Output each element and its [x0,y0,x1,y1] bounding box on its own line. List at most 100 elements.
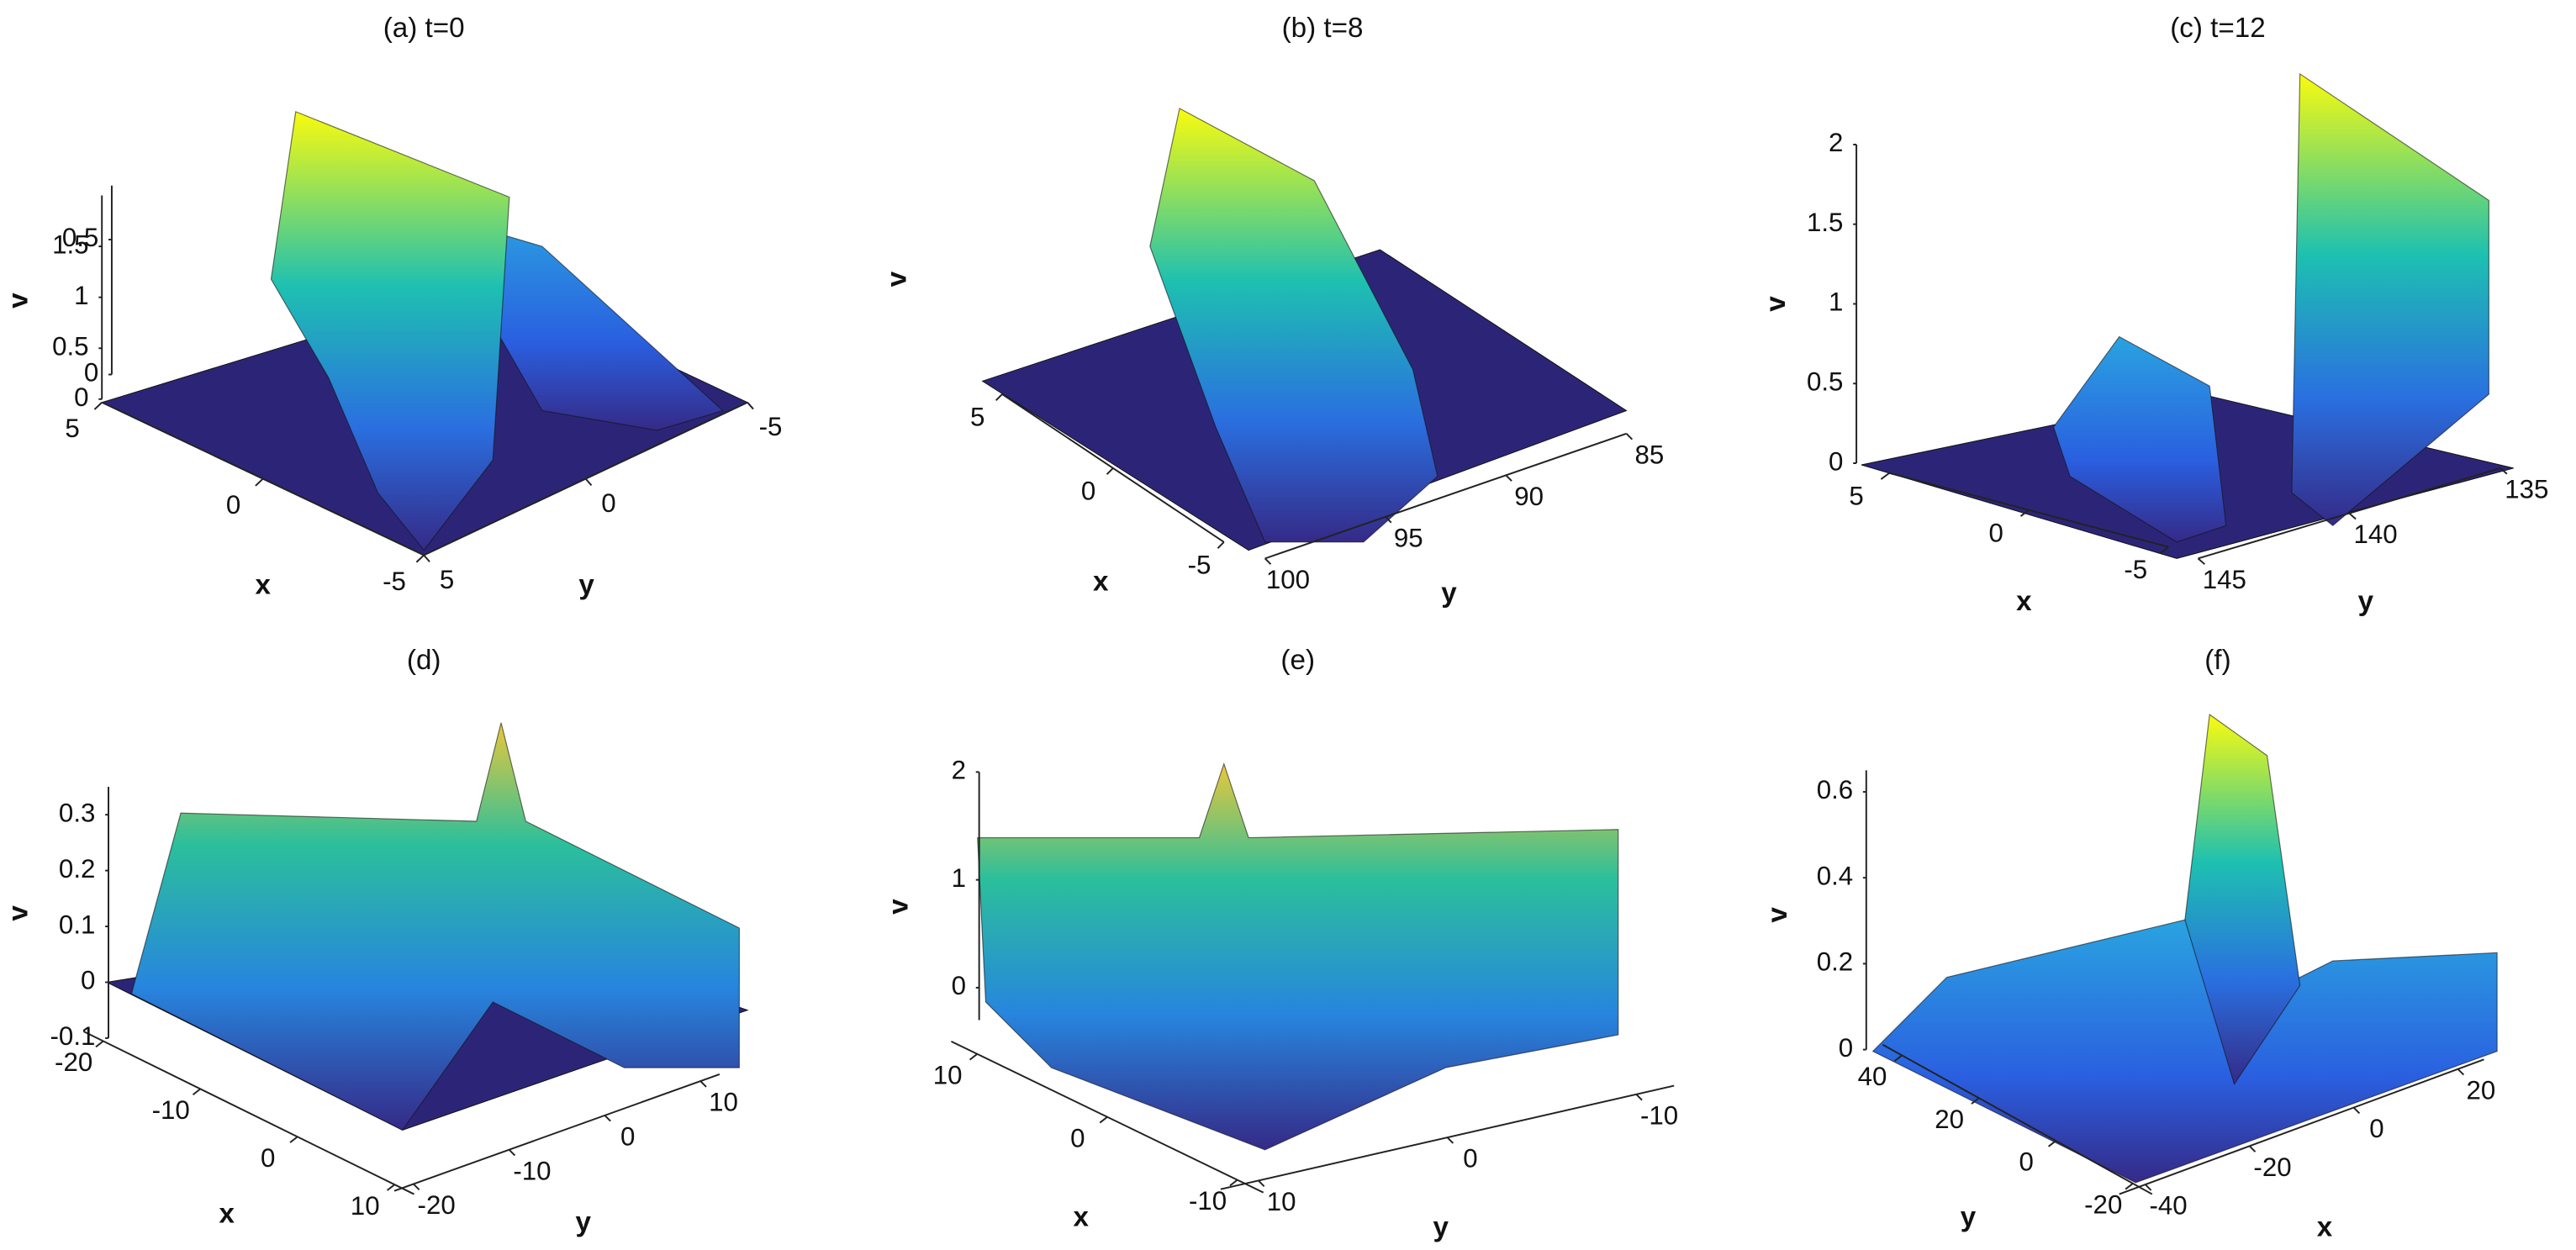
z-tick-label: 1.5 [1807,208,1843,237]
x-tick-label: 5 [970,403,984,432]
x-tick [969,1053,978,1061]
y-tick [2047,1140,2056,1147]
z-tick-label: 0 [1839,1033,1853,1063]
y-tick [1264,557,1272,565]
x-tick [2457,1068,2465,1076]
z-tick-label: 0.1 [59,910,95,939]
x-tick [386,1184,395,1191]
panel-title: (f) [2204,645,2230,676]
z-axis-label: v [1762,907,1793,923]
x-axis-label: x [219,1199,235,1230]
y-tick-label: 40 [1858,1062,1887,1091]
y-tick-label: 5 [440,565,454,594]
x-tick-label: 0 [226,490,240,520]
x-tick [2159,546,2169,554]
y-axis-label: y [1433,1211,1449,1242]
x-tick-label: 0 [261,1143,275,1173]
x-tick [415,554,425,563]
z-axis-label: v [3,293,34,309]
x-tick [2145,1184,2152,1191]
y-tick [1446,1137,1454,1144]
x-axis-label: x [1093,566,1109,597]
x-tick [1229,1179,1238,1187]
y-tick [1625,433,1634,440]
x-tick-label: -10 [1189,1186,1227,1216]
z-tick-label: -0.1 [50,1021,96,1051]
y-tick-label: 95 [1394,523,1423,552]
z-axis-label: v [884,899,915,915]
x-tick-label: 5 [65,414,79,443]
y-axis [393,1073,721,1192]
x-tick [2352,1106,2361,1115]
x-tick [93,402,103,410]
x-tick [995,393,1003,401]
z-axis-label: v [1760,296,1792,312]
z-axis-label: v [882,271,913,287]
y-tick [1505,474,1512,482]
y-tick-label: -20 [418,1190,456,1220]
panel-title: (e) [1280,645,1315,676]
y-tick-label: 85 [1634,440,1664,469]
z-tick-label: 0.4 [1817,861,1853,890]
surface-b [981,108,1628,551]
y-tick-label: 145 [2203,565,2246,594]
y-axis-label: y [1961,1202,1977,1233]
x-tick-label: -40 [2149,1191,2187,1221]
surface-d [105,722,749,1131]
x-tick-label: -5 [1188,550,1211,579]
y-axis [1264,432,1627,560]
x-tick [2248,1145,2257,1152]
y-tick [747,402,754,410]
y-tick-label: 0 [1463,1144,1477,1174]
x-tick-label: 0 [1081,476,1095,505]
x-tick-label: 10 [933,1060,963,1089]
y-tick-label: -10 [1640,1100,1678,1130]
x-tick-label: 0 [2369,1114,2383,1143]
y-tick [2125,1183,2134,1190]
panel-title: (a) t=0 [383,13,465,44]
y-axis-label: y [578,569,594,600]
z-tick-label: 0.3 [59,798,95,827]
y-tick-label: 90 [1514,482,1544,511]
y-tick [2348,512,2357,520]
y-tick-label: 10 [1267,1187,1296,1216]
x-tick [1880,472,1890,480]
panel-title: (d) [407,645,441,676]
z-tick-label: 0 [1829,446,1843,476]
y-tick [1893,1054,1903,1063]
z-tick-label: 0.5 [52,331,88,361]
y-axis-label: y [1441,578,1457,609]
z-tick-label: 1 [952,863,966,893]
x-axis-label: x [2016,586,2032,617]
panel-title: (b) t=8 [1282,13,1364,44]
y-tick-label: -20 [2084,1189,2122,1219]
y-tick-label: -5 [759,412,783,441]
y-tick [1971,1097,1980,1105]
z-tick-label: 0.5 [62,223,98,252]
x-axis-label: x [1074,1202,1090,1233]
surface-e [977,762,1619,1151]
y-tick-label: -10 [513,1156,551,1185]
z-tick-label: 2 [1829,128,1843,157]
y-tick [1385,516,1392,524]
z-tick-label: 0.2 [1817,947,1853,977]
x-axis [2119,1058,2484,1195]
surface-c [1861,72,2514,559]
x-tick-label: -20 [55,1047,92,1077]
x-tick-label: 5 [1849,481,1863,510]
y-axis-label: y [2358,586,2374,617]
x-axis-label: x [2317,1211,2333,1242]
x-tick [2019,509,2030,517]
x-tick [1217,541,1225,549]
z-tick-label: 0 [84,358,98,388]
x-axis-label: x [255,569,271,600]
y-tick-label: 20 [1935,1105,1964,1134]
x-tick-label: 10 [351,1191,380,1221]
y-tick-label: 10 [709,1088,738,1117]
x-tick [95,1040,104,1048]
y-axis [1882,1043,2153,1195]
surface-f [1871,713,2498,1184]
z-tick-label: 2 [952,756,966,785]
x-tick [192,1088,201,1096]
